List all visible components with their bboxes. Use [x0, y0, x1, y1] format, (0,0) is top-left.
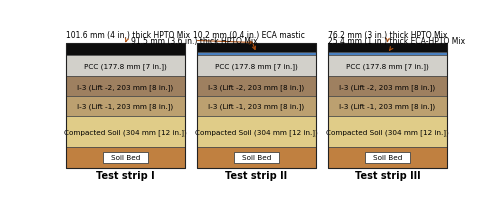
- Text: Soil Bed: Soil Bed: [242, 155, 271, 161]
- Text: Test strip II: Test strip II: [226, 170, 288, 180]
- Text: Compacted Soil (304 mm [12 in.]): Compacted Soil (304 mm [12 in.]): [326, 128, 449, 135]
- Bar: [328, 43, 446, 52]
- Bar: [198, 43, 316, 168]
- Bar: [328, 43, 446, 168]
- Bar: [66, 147, 184, 168]
- Bar: [66, 55, 184, 77]
- Text: Soil Bed: Soil Bed: [372, 155, 402, 161]
- Text: 76.2 mm (3 in.) thick HPTO Mix: 76.2 mm (3 in.) thick HPTO Mix: [328, 30, 448, 42]
- Bar: [234, 152, 279, 163]
- Text: 91.5 mm (3.6 in.) thick HPTO Mix: 91.5 mm (3.6 in.) thick HPTO Mix: [132, 37, 258, 46]
- Text: PCC (177.8 mm [7 in.]): PCC (177.8 mm [7 in.]): [215, 63, 298, 70]
- Bar: [198, 77, 316, 97]
- Text: I-3 (Lift -1, 203 mm [8 in.]): I-3 (Lift -1, 203 mm [8 in.]): [208, 103, 304, 110]
- Bar: [328, 55, 446, 77]
- Bar: [66, 116, 184, 147]
- Text: Compacted Soil (304 mm [12 in.]): Compacted Soil (304 mm [12 in.]): [195, 128, 318, 135]
- Bar: [198, 147, 316, 168]
- Text: I-3 (Lift -2, 203 mm [8 in.]): I-3 (Lift -2, 203 mm [8 in.]): [78, 83, 174, 90]
- Bar: [328, 116, 446, 147]
- Text: Test strip III: Test strip III: [354, 170, 420, 180]
- Text: 25.4 mm (1 in.) thick ECA-HPTO Mix: 25.4 mm (1 in.) thick ECA-HPTO Mix: [328, 37, 466, 51]
- Bar: [198, 52, 316, 55]
- Bar: [198, 43, 316, 52]
- Bar: [103, 152, 148, 163]
- Text: I-3 (Lift -2, 203 mm [8 in.]): I-3 (Lift -2, 203 mm [8 in.]): [208, 83, 304, 90]
- Bar: [328, 147, 446, 168]
- Bar: [198, 55, 316, 77]
- Text: PCC (177.8 mm [7 in.]): PCC (177.8 mm [7 in.]): [84, 63, 167, 70]
- Bar: [365, 152, 410, 163]
- Bar: [66, 43, 184, 55]
- Text: PCC (177.8 mm [7 in.]): PCC (177.8 mm [7 in.]): [346, 63, 429, 70]
- Bar: [198, 97, 316, 116]
- Bar: [66, 77, 184, 97]
- Bar: [328, 52, 446, 55]
- Bar: [328, 97, 446, 116]
- Bar: [66, 97, 184, 116]
- Text: Test strip I: Test strip I: [96, 170, 155, 180]
- Text: I-3 (Lift -2, 203 mm [8 in.]): I-3 (Lift -2, 203 mm [8 in.]): [340, 83, 436, 90]
- Text: Compacted Soil (304 mm [12 in.]): Compacted Soil (304 mm [12 in.]): [64, 128, 187, 135]
- Text: I-3 (Lift -1, 203 mm [8 in.]): I-3 (Lift -1, 203 mm [8 in.]): [340, 103, 436, 110]
- Text: 101.6 mm (4 in.) thick HPTO Mix: 101.6 mm (4 in.) thick HPTO Mix: [66, 30, 190, 42]
- Text: Soil Bed: Soil Bed: [111, 155, 140, 161]
- Bar: [66, 43, 184, 168]
- Text: I-3 (Lift -1, 203 mm [8 in.]): I-3 (Lift -1, 203 mm [8 in.]): [78, 103, 174, 110]
- Bar: [198, 116, 316, 147]
- Text: 10.2 mm (0.4 in.) ECA mastic: 10.2 mm (0.4 in.) ECA mastic: [194, 30, 306, 50]
- Bar: [328, 77, 446, 97]
